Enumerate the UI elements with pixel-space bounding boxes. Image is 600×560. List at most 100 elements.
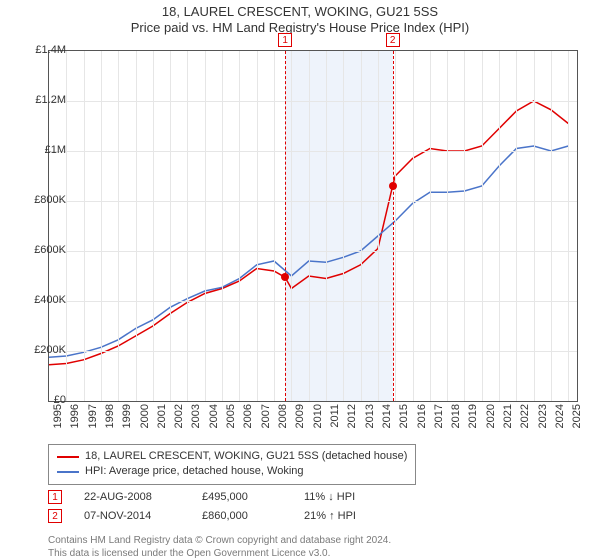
ytick-label: £600K [22, 244, 66, 256]
xtick-label: 2006 [242, 404, 254, 428]
gridline-v [551, 51, 552, 401]
gridline-v [568, 51, 569, 401]
gridline-v [516, 51, 517, 401]
xtick-label: 1995 [52, 404, 64, 428]
xtick-label: 2004 [208, 404, 220, 428]
gridline-v [66, 51, 67, 401]
xtick-label: 2024 [554, 404, 566, 428]
gridline-v [361, 51, 362, 401]
gridline-v [187, 51, 188, 401]
xtick-label: 2020 [485, 404, 497, 428]
ytick-label: £1.2M [22, 94, 66, 106]
gridline-v [101, 51, 102, 401]
gridline-h [49, 151, 577, 152]
ytick-label: £800K [22, 194, 66, 206]
xtick-label: 2009 [294, 404, 306, 428]
gridline-v [153, 51, 154, 401]
gridline-h [49, 201, 577, 202]
sale-price-1: £495,000 [202, 488, 282, 507]
gridline-v [534, 51, 535, 401]
gridline-v [378, 51, 379, 401]
xtick-label: 2018 [450, 404, 462, 428]
page-title-line1: 18, LAUREL CRESCENT, WOKING, GU21 5SS [0, 4, 600, 20]
gridline-v [464, 51, 465, 401]
sale-hpi-delta-1: 11% ↓ HPI [304, 488, 394, 507]
gridline-v [413, 51, 414, 401]
legend-label-price-paid: 18, LAUREL CRESCENT, WOKING, GU21 5SS (d… [85, 449, 407, 464]
gridline-v [118, 51, 119, 401]
sales-row-1: 1 22-AUG-2008 £495,000 11% ↓ HPI [48, 488, 394, 507]
xtick-label: 2021 [502, 404, 514, 428]
ytick-label: £1M [22, 144, 66, 156]
xtick-label: 2012 [346, 404, 358, 428]
xtick-label: 2011 [329, 404, 341, 428]
gridline-v [257, 51, 258, 401]
footer-line1: Contains HM Land Registry data © Crown c… [48, 535, 391, 548]
footer-attribution: Contains HM Land Registry data © Crown c… [48, 535, 391, 560]
ytick-label: £400K [22, 294, 66, 306]
sale-marker-2: 2 [48, 509, 62, 523]
price-chart: 12 [48, 50, 578, 402]
legend-label-hpi: HPI: Average price, detached house, Woki… [85, 464, 304, 479]
xtick-label: 2005 [225, 404, 237, 428]
sale-hpi-delta-2: 21% ↑ HPI [304, 507, 394, 526]
gridline-v [395, 51, 396, 401]
sales-table: 1 22-AUG-2008 £495,000 11% ↓ HPI 2 07-NO… [48, 488, 394, 525]
sale-marker-box: 2 [386, 33, 400, 47]
gridline-h [49, 351, 577, 352]
gridline-v [274, 51, 275, 401]
gridline-v [309, 51, 310, 401]
gridline-h [49, 101, 577, 102]
gridline-v [205, 51, 206, 401]
page-title-line2: Price paid vs. HM Land Registry's House … [0, 20, 600, 36]
gridline-v [136, 51, 137, 401]
xtick-label: 2016 [416, 404, 428, 428]
legend-swatch-price-paid [57, 456, 79, 458]
xtick-label: 2003 [190, 404, 202, 428]
xtick-label: 1998 [104, 404, 116, 428]
xtick-label: 2014 [381, 404, 393, 428]
gridline-v [170, 51, 171, 401]
gridline-h [49, 301, 577, 302]
xtick-label: 2017 [433, 404, 445, 428]
xtick-label: 2022 [519, 404, 531, 428]
sale-marker-box: 1 [278, 33, 292, 47]
xtick-label: 2007 [260, 404, 272, 428]
xtick-label: 2000 [139, 404, 151, 428]
legend-item-price-paid: 18, LAUREL CRESCENT, WOKING, GU21 5SS (d… [57, 449, 407, 464]
xtick-label: 2013 [364, 404, 376, 428]
gridline-v [430, 51, 431, 401]
legend-swatch-hpi [57, 471, 79, 473]
sale-marker-1: 1 [48, 490, 62, 504]
gridline-v [326, 51, 327, 401]
chart-lines-svg [49, 51, 577, 401]
xtick-label: 2008 [277, 404, 289, 428]
xtick-label: 2019 [467, 404, 479, 428]
xtick-label: 2002 [173, 404, 185, 428]
sale-marker-line [285, 51, 286, 401]
xtick-label: 1996 [69, 404, 81, 428]
sale-date-2: 07-NOV-2014 [84, 507, 180, 526]
footer-line2: This data is licensed under the Open Gov… [48, 548, 391, 560]
xtick-label: 2023 [537, 404, 549, 428]
xtick-label: 1997 [87, 404, 99, 428]
xtick-label: 2015 [398, 404, 410, 428]
ytick-label: £200K [22, 344, 66, 356]
gridline-v [239, 51, 240, 401]
legend-item-hpi: HPI: Average price, detached house, Woki… [57, 464, 407, 479]
gridline-h [49, 251, 577, 252]
gridline-v [84, 51, 85, 401]
sale-price-2: £860,000 [202, 507, 282, 526]
sale-dot [281, 273, 289, 281]
sale-date-1: 22-AUG-2008 [84, 488, 180, 507]
gridline-v [222, 51, 223, 401]
xtick-label: 2010 [312, 404, 324, 428]
sale-dot [389, 182, 397, 190]
gridline-v [499, 51, 500, 401]
gridline-v [447, 51, 448, 401]
sales-row-2: 2 07-NOV-2014 £860,000 21% ↑ HPI [48, 507, 394, 526]
gridline-v [482, 51, 483, 401]
gridline-v [291, 51, 292, 401]
sale-marker-line [393, 51, 394, 401]
legend-box: 18, LAUREL CRESCENT, WOKING, GU21 5SS (d… [48, 444, 416, 485]
